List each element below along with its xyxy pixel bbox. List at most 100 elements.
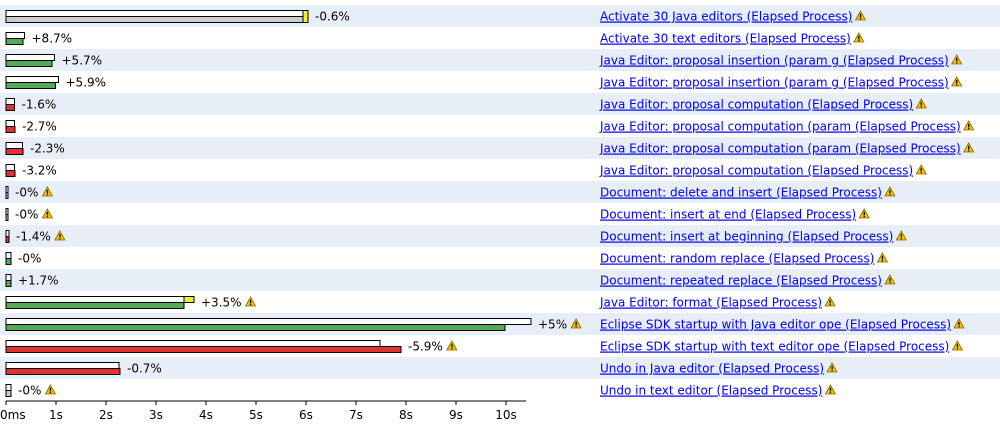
warning-dot (956, 84, 958, 86)
test-link[interactable]: Eclipse SDK startup with text editor ope… (600, 340, 949, 354)
test-link[interactable]: Java Editor: proposal insertion (param g… (599, 76, 949, 90)
row-stripe (0, 181, 1000, 203)
table-row: -0% Undo in text editor (Elapsed Process) (5, 384, 837, 398)
delta-label: -3.2% (22, 164, 57, 178)
table-row: -2.7% Java Editor: proposal computation (… (5, 120, 975, 134)
x-tick-label: 10s (495, 408, 517, 422)
warning-icon (41, 208, 54, 219)
test-link[interactable]: Activate 30 Java editors (Elapsed Proces… (600, 10, 852, 24)
warning-icon (824, 296, 836, 307)
current-bar (5, 280, 12, 287)
x-tick-label: 0ms (0, 408, 26, 422)
warning-icon (915, 164, 927, 175)
delta-label: -0% (18, 384, 41, 398)
table-row: -0% Document: delete and insert (Elapsed … (5, 186, 896, 200)
table-row: +3.5% Java Editor: format (Elapsed Proces… (5, 296, 836, 310)
test-link[interactable]: Activate 30 text editors (Elapsed Proces… (600, 32, 851, 46)
warning-dot (956, 62, 958, 64)
x-tick-label: 2s (99, 408, 113, 422)
warning-icon (44, 384, 57, 395)
warning-mark (575, 321, 577, 326)
current-bar (5, 346, 402, 353)
warning-mark (958, 321, 960, 326)
test-link[interactable]: Java Editor: proposal computation (param… (599, 142, 961, 156)
reference-bar (5, 208, 9, 215)
warning-mark (829, 387, 832, 392)
test-link[interactable]: Eclipse SDK startup with Java editor ope… (600, 318, 951, 332)
current-bar (5, 192, 9, 199)
test-link[interactable]: Java Editor: proposal insertion (param g… (599, 54, 949, 68)
warning-mark (920, 167, 922, 172)
warning-dot (956, 348, 959, 350)
test-link[interactable]: Java Editor: proposal computation (Elaps… (599, 98, 913, 112)
x-tick-label: 6s (299, 408, 313, 422)
warning-mark (46, 189, 49, 194)
x-tick-label: 9s (449, 408, 463, 422)
test-link[interactable]: Document: insert at beginning (Elapsed P… (600, 230, 893, 244)
warning-dot (46, 194, 49, 196)
current-bar (5, 368, 121, 375)
reference-bar (5, 10, 307, 17)
reference-bar (5, 384, 12, 391)
warning-mark (889, 277, 891, 282)
test-link[interactable]: Document: random replace (Elapsed Proces… (600, 252, 874, 266)
warning-dot (831, 370, 833, 372)
row-stripe (0, 269, 1000, 291)
reference-bar (5, 142, 23, 149)
delta-label: +1.7% (18, 274, 59, 288)
test-link[interactable]: Java Editor: format (Elapsed Process) (599, 296, 822, 310)
warning-mark (451, 343, 453, 348)
reference-bar (5, 32, 25, 39)
table-row: -1.4% Document: insert at beginning (Elap… (5, 230, 907, 244)
warning-icon (824, 384, 837, 395)
reference-bar (5, 274, 12, 281)
reference-bar (5, 362, 120, 369)
test-link[interactable]: Java Editor: proposal computation (param… (599, 120, 961, 134)
test-link[interactable]: Undo in Java editor (Elapsed Process) (600, 362, 824, 376)
reference-bar (5, 252, 12, 259)
current-bar (5, 60, 53, 67)
warning-icon (962, 120, 975, 131)
table-row: -5.9% Eclipse SDK startup with text edito… (5, 340, 964, 354)
table-row: +8.7% Activate 30 text editors (Elapsed P… (5, 32, 865, 46)
x-tick-label: 7s (349, 408, 363, 422)
warning-dot (829, 392, 832, 394)
warning-dot (46, 216, 49, 218)
warning-dot (451, 348, 453, 350)
warning-icon (884, 274, 896, 285)
warning-icon (951, 76, 963, 87)
warning-mark (829, 299, 831, 304)
warning-dot (889, 194, 891, 196)
reference-bar (5, 318, 532, 325)
row-stripe (0, 137, 1000, 159)
warning-mark (956, 57, 958, 62)
current-bar (5, 126, 16, 133)
warning-icon (951, 340, 964, 351)
delta-label: -1.4% (16, 230, 51, 244)
delta-label: +5% (538, 318, 567, 332)
current-bar (5, 38, 24, 45)
warning-mark (46, 211, 49, 216)
delta-label: +8.7% (32, 32, 73, 46)
reference-bar (5, 340, 381, 347)
warning-mark (831, 365, 833, 370)
warning-dot (59, 238, 61, 240)
test-link[interactable]: Document: repeated replace (Elapsed Proc… (600, 274, 882, 288)
test-link[interactable]: Document: delete and insert (Elapsed Pro… (600, 186, 882, 200)
test-link[interactable]: Undo in text editor (Elapsed Process) (600, 384, 822, 398)
warning-dot (575, 326, 577, 328)
warning-mark (956, 343, 959, 348)
warning-dot (920, 172, 922, 174)
test-link[interactable]: Java Editor: proposal computation (Elaps… (599, 164, 913, 178)
x-tick-label: 1s (49, 408, 63, 422)
current-bar (5, 390, 12, 397)
warning-dot (858, 40, 860, 42)
delta-label: -2.3% (30, 142, 65, 156)
reference-bar (5, 186, 9, 193)
warning-icon (962, 142, 975, 153)
warning-dot (863, 216, 865, 218)
warning-dot (249, 304, 252, 306)
delta-label: +3.5% (201, 296, 242, 310)
test-link[interactable]: Document: insert at end (Elapsed Process… (600, 208, 856, 222)
